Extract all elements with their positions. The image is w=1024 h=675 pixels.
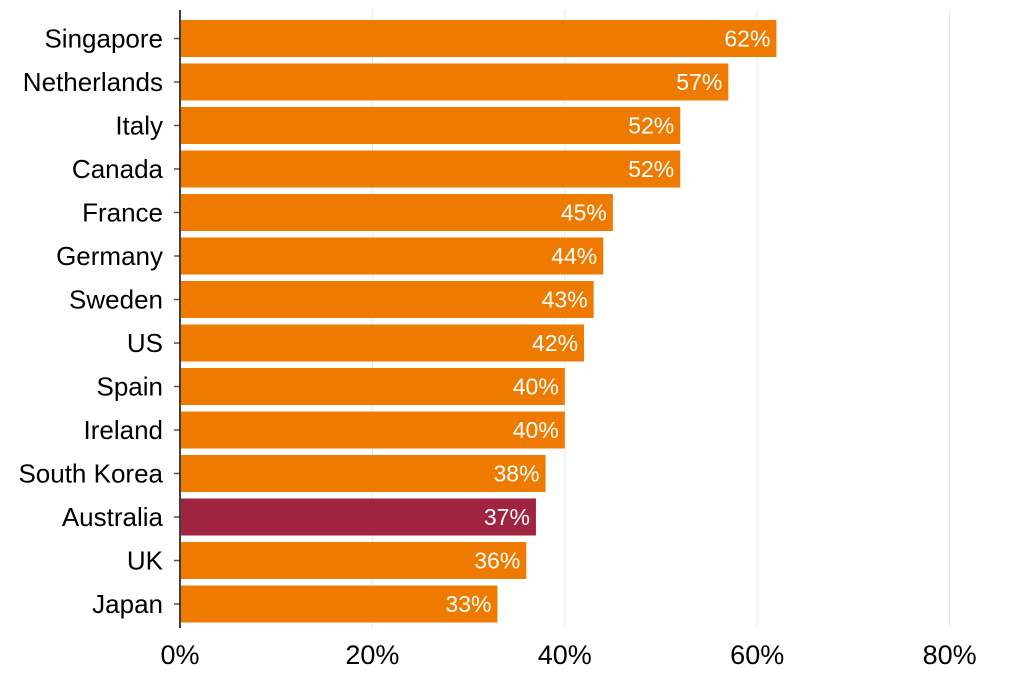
x-tick-label: 20% xyxy=(345,640,399,670)
x-tick-label: 60% xyxy=(730,640,784,670)
y-tick-label: Japan xyxy=(92,589,163,619)
bar xyxy=(181,237,604,275)
y-tick-label: Netherlands xyxy=(23,67,163,97)
bar xyxy=(181,411,565,449)
data-label: 57% xyxy=(676,69,722,95)
bar xyxy=(181,63,729,101)
x-tick-label: 80% xyxy=(923,640,977,670)
y-tick-label: South Korea xyxy=(18,459,163,489)
bar xyxy=(181,107,681,144)
bar xyxy=(181,281,594,318)
bar xyxy=(181,368,565,405)
y-tick-label: Germany xyxy=(56,241,163,271)
data-label: 52% xyxy=(628,156,674,182)
bar xyxy=(181,542,527,579)
data-label: 40% xyxy=(513,417,559,443)
y-tick-label: UK xyxy=(127,546,164,576)
data-label: 37% xyxy=(484,504,530,530)
y-tick-label: Australia xyxy=(62,502,164,532)
y-tick-label: Canada xyxy=(72,154,164,184)
bar xyxy=(181,194,613,231)
bar xyxy=(181,20,777,57)
data-label: 42% xyxy=(532,330,578,356)
bar xyxy=(181,498,536,536)
bar xyxy=(181,585,498,623)
y-tick-label: France xyxy=(82,198,163,228)
bar xyxy=(181,324,585,362)
data-label: 45% xyxy=(561,200,607,226)
bar xyxy=(181,455,546,492)
data-label: 33% xyxy=(445,591,491,617)
y-tick-label: Spain xyxy=(97,372,164,402)
data-label: 40% xyxy=(513,374,559,400)
data-label: 62% xyxy=(724,26,770,52)
y-tick-label: Singapore xyxy=(44,24,163,54)
y-tick-label: Ireland xyxy=(84,415,164,445)
y-tick-label: Sweden xyxy=(69,285,163,315)
y-tick-label: US xyxy=(127,328,163,358)
x-tick-label: 0% xyxy=(160,640,199,670)
x-tick-label: 40% xyxy=(538,640,592,670)
data-label: 52% xyxy=(628,113,674,139)
data-label: 44% xyxy=(551,243,597,269)
data-label: 36% xyxy=(474,548,520,574)
y-tick-label: Italy xyxy=(115,111,163,141)
data-label: 38% xyxy=(494,461,540,487)
bar xyxy=(181,150,681,188)
data-label: 43% xyxy=(542,287,588,313)
